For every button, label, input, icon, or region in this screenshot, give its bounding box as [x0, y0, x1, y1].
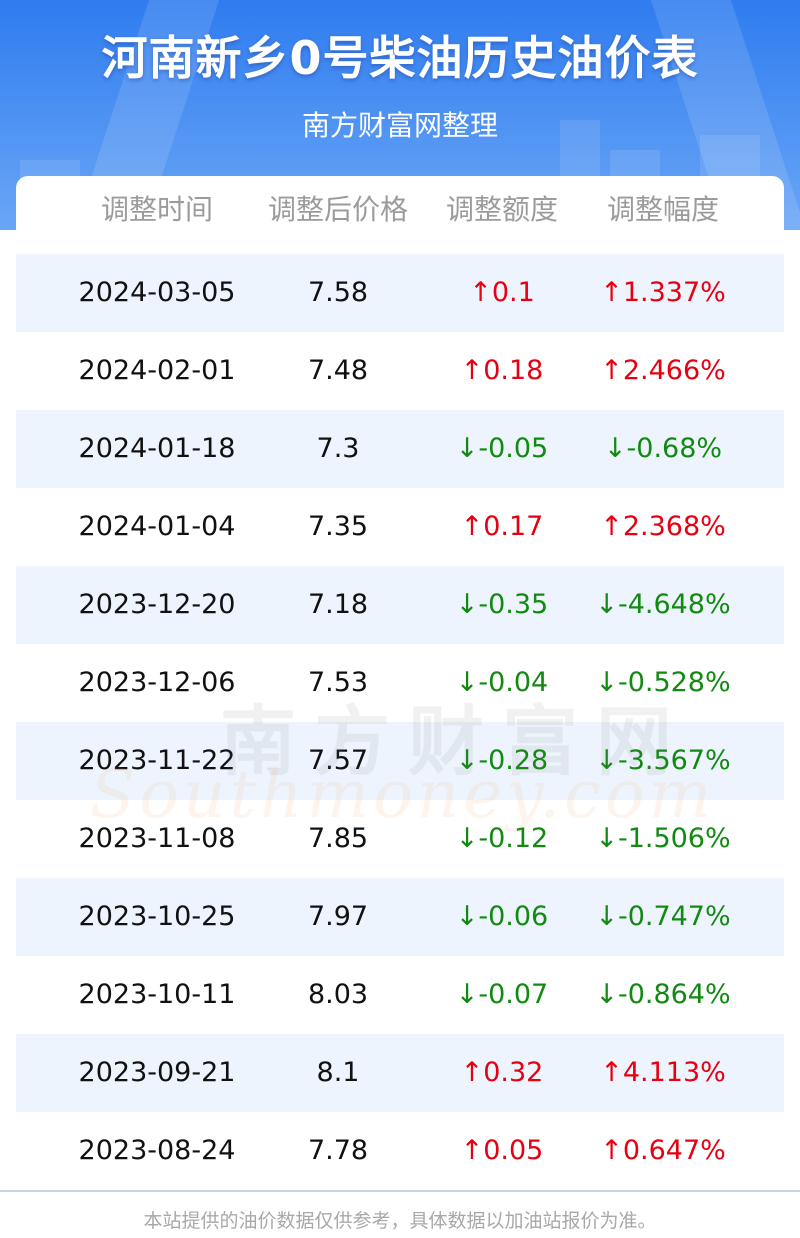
- cell-percent: ↑0.647%: [600, 1135, 726, 1166]
- column-header-percent: 调整幅度: [606, 193, 719, 226]
- cell-price: 7.58: [307, 277, 369, 308]
- cell-date: 2023-12-20: [78, 589, 236, 620]
- cell-change: ↑0.32: [460, 1057, 544, 1088]
- cell-change: ↓-0.35: [455, 589, 549, 620]
- cell-date: 2023-12-06: [78, 667, 236, 698]
- table-row: 2024-01-04 7.35 ↑0.17 ↑2.368%: [16, 488, 784, 566]
- cell-price: 7.3: [316, 433, 360, 464]
- cell-date: 2024-01-18: [78, 433, 236, 464]
- cell-change: ↓-0.28: [455, 745, 549, 776]
- cell-change: ↓-0.12: [455, 823, 549, 854]
- cell-percent: ↓-1.506%: [595, 823, 731, 854]
- table-row: 2023-09-21 8.1 ↑0.32 ↑4.113%: [16, 1034, 784, 1112]
- cell-change: ↑0.18: [460, 355, 544, 386]
- cell-change: ↓-0.04: [455, 667, 549, 698]
- cell-percent: ↑4.113%: [600, 1057, 726, 1088]
- cell-percent: ↑2.466%: [600, 355, 726, 386]
- cell-date: 2023-10-25: [78, 901, 236, 932]
- table-row: 2023-12-06 7.53 ↓-0.04 ↓-0.528%: [16, 644, 784, 722]
- cell-price: 8.1: [316, 1057, 360, 1088]
- cell-percent: ↓-0.68%: [603, 433, 723, 464]
- cell-change: ↓-0.06: [455, 901, 549, 932]
- table-row: 2024-01-18 7.3 ↓-0.05 ↓-0.68%: [16, 410, 784, 488]
- cell-price: 7.85: [307, 823, 369, 854]
- cell-date: 2024-03-05: [78, 277, 236, 308]
- table-row: 2024-03-05 7.58 ↑0.1 ↑1.337%: [16, 254, 784, 332]
- cell-price: 7.78: [307, 1135, 369, 1166]
- table-row: 2023-10-11 8.03 ↓-0.07 ↓-0.864%: [16, 956, 784, 1034]
- cell-change: ↑0.1: [469, 277, 535, 308]
- table-row: 2023-11-22 7.57 ↓-0.28 ↓-3.567%: [16, 722, 784, 800]
- cell-change: ↓-0.07: [455, 979, 549, 1010]
- cell-price: 7.18: [307, 589, 369, 620]
- cell-percent: ↓-0.528%: [595, 667, 731, 698]
- cell-percent: ↓-0.747%: [595, 901, 731, 932]
- cell-percent: ↑1.337%: [600, 277, 726, 308]
- column-header-change: 调整额度: [445, 193, 558, 226]
- cell-price: 7.97: [307, 901, 369, 932]
- footer-note: 本站提供的油价数据仅供参考，具体数据以加油站报价为准。: [143, 1210, 657, 1232]
- page-subtitle: 南方财富网整理: [301, 109, 498, 142]
- cell-date: 2023-08-24: [78, 1135, 236, 1166]
- cell-date: 2023-11-22: [78, 745, 236, 776]
- table-row: 2024-02-01 7.48 ↑0.18 ↑2.466%: [16, 332, 784, 410]
- table-row: 2023-08-24 7.78 ↑0.05 ↑0.647%: [16, 1112, 784, 1190]
- cell-percent: ↓-0.864%: [595, 979, 731, 1010]
- cell-percent: ↓-3.567%: [595, 745, 731, 776]
- table-header: 调整时间 调整后价格 调整额度 调整幅度: [16, 176, 784, 252]
- column-header-price: 调整后价格: [267, 193, 408, 226]
- column-header-date: 调整时间: [100, 193, 213, 226]
- cell-change: ↑0.17: [460, 511, 544, 542]
- cell-price: 7.53: [307, 667, 369, 698]
- cell-change: ↑0.05: [460, 1135, 544, 1166]
- cell-price: 7.35: [307, 511, 369, 542]
- cell-date: 2024-01-04: [78, 511, 236, 542]
- cell-date: 2023-09-21: [78, 1057, 236, 1088]
- footer-divider: [0, 1190, 800, 1192]
- page-title: 河南新乡0号柴油历史油价表: [101, 31, 699, 85]
- cell-percent: ↑2.368%: [600, 511, 726, 542]
- cell-change: ↓-0.05: [455, 433, 549, 464]
- cell-price: 7.57: [307, 745, 369, 776]
- cell-date: 2023-11-08: [78, 823, 236, 854]
- cell-percent: ↓-4.648%: [595, 589, 731, 620]
- cell-price: 7.48: [307, 355, 369, 386]
- cell-date: 2023-10-11: [78, 979, 236, 1010]
- cell-price: 8.03: [307, 979, 369, 1010]
- cell-date: 2024-02-01: [78, 355, 236, 386]
- table-row: 2023-11-08 7.85 ↓-0.12 ↓-1.506%: [16, 800, 784, 878]
- table-row: 2023-10-25 7.97 ↓-0.06 ↓-0.747%: [16, 878, 784, 956]
- table-row: 2023-12-20 7.18 ↓-0.35 ↓-4.648%: [16, 566, 784, 644]
- price-table-card: 调整时间 调整后价格 调整额度 调整幅度 2024-03-05 7.58 ↑0.1 ↑…: [16, 176, 784, 1188]
